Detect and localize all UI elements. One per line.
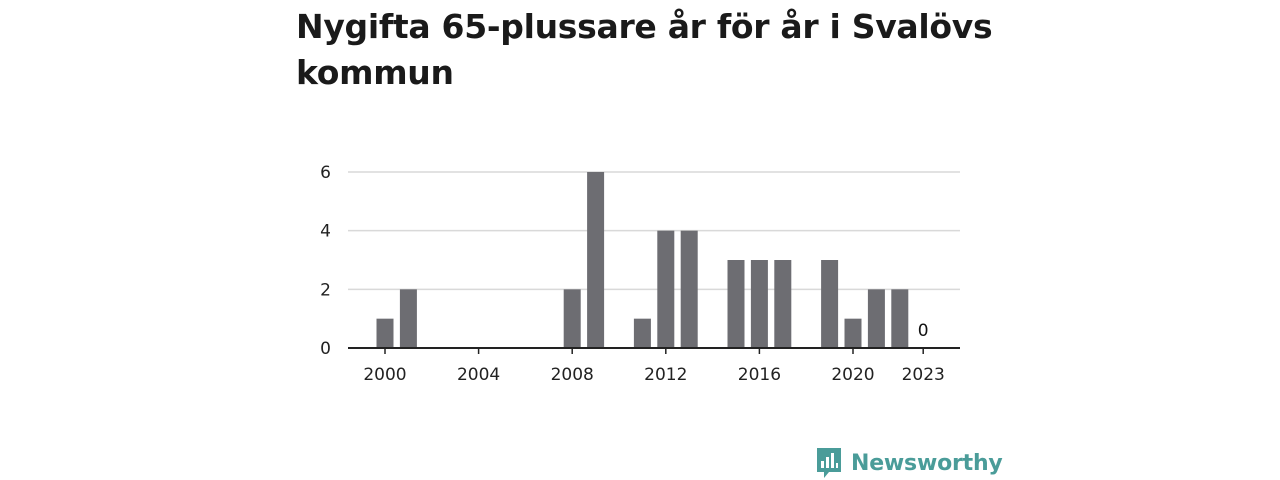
bar <box>680 230 698 348</box>
data-label: 0 <box>918 321 929 341</box>
axes <box>348 347 960 354</box>
bars <box>376 172 909 348</box>
y-tick-label: 0 <box>320 339 331 359</box>
bar <box>399 289 417 348</box>
x-tick-label: 2000 <box>363 365 406 385</box>
bar <box>844 318 862 348</box>
bar <box>376 318 394 348</box>
bar <box>587 172 605 348</box>
bar <box>891 289 909 348</box>
x-tick-label: 2004 <box>457 365 500 385</box>
brand-name: Newsworthy <box>851 450 1003 476</box>
y-tick-label: 6 <box>320 163 331 183</box>
bar <box>727 260 745 348</box>
bar <box>750 260 768 348</box>
bar <box>774 260 792 348</box>
newsworthy-icon <box>817 448 841 478</box>
y-tick-label: 2 <box>320 280 331 300</box>
x-tick-label: 2023 <box>902 365 945 385</box>
bar <box>563 289 581 348</box>
labels: 0 2 4 6 2000 2004 2008 2012 2016 2020 2023 0 <box>320 163 945 385</box>
bar <box>821 260 839 348</box>
gridlines <box>348 171 960 291</box>
bar <box>633 318 651 348</box>
y-tick-label: 4 <box>320 222 331 242</box>
x-tick-label: 2012 <box>644 365 687 385</box>
newsworthy-logo[interactable]: Newsworthy <box>815 446 1003 480</box>
chart-title: Nygifta 65-plussare år för år i Svalövs … <box>296 7 993 92</box>
bar <box>867 289 885 348</box>
x-tick-label: 2020 <box>831 365 874 385</box>
x-tick-label: 2016 <box>738 365 781 385</box>
x-tick-label: 2008 <box>551 365 594 385</box>
bar <box>657 230 675 348</box>
